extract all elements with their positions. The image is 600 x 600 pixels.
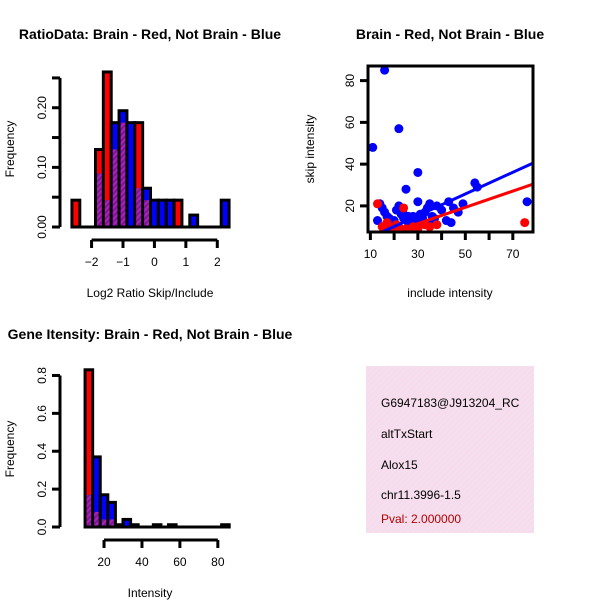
point-not-brain xyxy=(437,205,447,215)
ratio-histogram-panel: RatioData: Brain - Red, Not Brain - Blue… xyxy=(3,26,281,300)
point-not-brain xyxy=(380,207,390,217)
point-not-brain xyxy=(522,197,532,207)
y-tick-label: 20 xyxy=(343,199,357,213)
y-tick-label: 0.00 xyxy=(35,215,49,239)
point-not-brain xyxy=(425,199,435,209)
info-pval: Pval: 2.000000 xyxy=(381,512,461,526)
chart-title: Brain - Red, Not Brain - Blue xyxy=(356,26,544,42)
point-not-brain xyxy=(401,184,411,194)
bar-overlap xyxy=(86,494,92,526)
bar-overlap xyxy=(112,149,118,226)
y-axis-label: skip intensity xyxy=(303,115,317,184)
x-axis-label: Intensity xyxy=(128,586,173,600)
bar-not-brain xyxy=(219,198,231,229)
x-tick-label: −1 xyxy=(116,255,130,269)
y-tick-label: 0.6 xyxy=(35,405,49,422)
bar-overlap xyxy=(136,188,142,226)
point-not-brain xyxy=(413,167,423,177)
bar-overlap xyxy=(120,122,126,226)
info-gene: Alox15 xyxy=(381,458,418,472)
y-tick-label: 0.4 xyxy=(35,443,49,460)
point-not-brain xyxy=(372,216,382,226)
point-not-brain xyxy=(413,197,423,207)
histogram-bin xyxy=(219,198,231,229)
histogram-bin xyxy=(70,198,82,229)
y-tick-label: 0.8 xyxy=(35,367,49,384)
x-tick-label: 50 xyxy=(459,247,473,261)
x-tick-label: 70 xyxy=(506,247,520,261)
y-tick-label: 0.2 xyxy=(35,480,49,497)
bar-overlap xyxy=(101,519,107,526)
point-not-brain xyxy=(446,218,456,228)
point-brain xyxy=(372,199,382,209)
y-axis-label: Frequency xyxy=(3,421,17,478)
bar-overlap xyxy=(104,200,110,226)
x-tick-label: 0 xyxy=(151,255,158,269)
bar-brain xyxy=(70,198,82,229)
point-not-brain xyxy=(394,124,404,134)
bar-overlap xyxy=(109,519,114,526)
x-axis-label: Log2 Ratio Skip/Include xyxy=(87,286,214,300)
histogram-bin xyxy=(188,213,200,229)
info-panel: G6947183@J913204_RC altTxStart Alox15 ch… xyxy=(366,366,534,533)
y-tick-label: 80 xyxy=(343,74,357,88)
info-event: altTxStart xyxy=(381,427,433,441)
x-tick-label: −2 xyxy=(85,255,99,269)
bar-brain xyxy=(172,198,184,229)
x-tick-label: 40 xyxy=(135,555,149,569)
info-location: chr11.3996-1.5 xyxy=(381,488,461,502)
bar-overlap xyxy=(94,511,99,526)
point-not-brain xyxy=(399,209,409,219)
point-brain xyxy=(520,218,530,228)
point-brain xyxy=(399,203,409,213)
bar-overlap xyxy=(144,200,149,226)
bar-overlap xyxy=(97,173,102,226)
chart-title: RatioData: Brain - Red, Not Brain - Blue xyxy=(19,26,281,42)
scatter-panel: Brain - Red, Not Brain - Blue include int… xyxy=(303,26,544,300)
x-tick-label: 1 xyxy=(183,255,190,269)
point-not-brain xyxy=(368,142,378,152)
x-axis-label: include intensity xyxy=(407,286,492,300)
y-axis-label: Frequency xyxy=(3,121,17,178)
chart-title: Gene Itensity: Brain - Red, Not Brain - … xyxy=(8,326,293,342)
info-background xyxy=(366,366,534,533)
x-tick-label: 20 xyxy=(97,555,111,569)
point-brain xyxy=(413,224,423,232)
y-tick-label: 0.0 xyxy=(35,518,49,535)
x-tick-label: 80 xyxy=(211,555,225,569)
point-brain xyxy=(432,220,442,230)
intensity-histogram-panel: Gene Itensity: Brain - Red, Not Brain - … xyxy=(3,326,293,600)
bar-not-brain xyxy=(188,213,200,229)
x-tick-label: 30 xyxy=(411,247,425,261)
plot-area xyxy=(368,66,533,232)
info-id: G6947183@J913204_RC xyxy=(381,396,520,410)
fit-line-not-brain xyxy=(378,161,533,232)
y-tick-label: 0.10 xyxy=(35,155,49,179)
point-not-brain xyxy=(380,66,390,75)
y-tick-label: 40 xyxy=(343,157,357,171)
x-tick-label: 10 xyxy=(364,247,378,261)
x-tick-label: 2 xyxy=(214,255,221,269)
y-tick-label: 60 xyxy=(343,115,357,129)
point-brain xyxy=(425,222,435,232)
histogram-bin xyxy=(172,198,184,229)
x-tick-label: 60 xyxy=(173,555,187,569)
y-tick-label: 0.20 xyxy=(35,96,49,120)
